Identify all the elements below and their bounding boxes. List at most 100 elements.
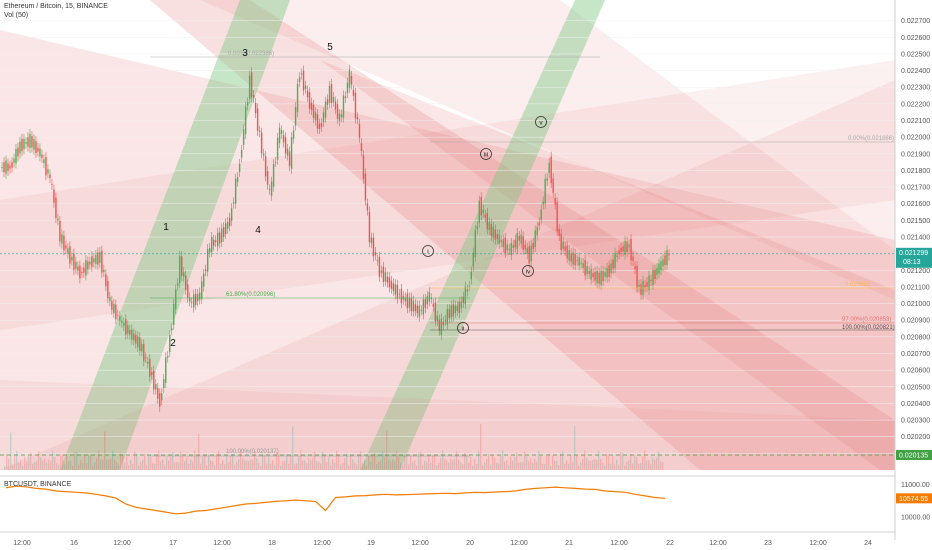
- candle-body: [634, 266, 636, 270]
- volume-bar: [548, 453, 550, 470]
- candle-body: [300, 73, 303, 75]
- volume-bar: [164, 464, 166, 470]
- volume-bar: [448, 462, 450, 470]
- candle-body: [520, 234, 522, 244]
- candle-body: [658, 263, 660, 274]
- volume-bar: [384, 457, 386, 470]
- time-tick-label: 24: [864, 540, 872, 547]
- volume-bar: [82, 463, 84, 470]
- btc-subpane-title[interactable]: BTCUSDT, BINANCE: [4, 481, 72, 488]
- volume-bar: [402, 465, 404, 470]
- volume-bar: [202, 456, 204, 470]
- volume-bar: [500, 455, 502, 470]
- volume-bar: [218, 451, 220, 470]
- volume-bar: [240, 450, 242, 470]
- volume-bar: [646, 460, 648, 470]
- volume-bar: [556, 460, 558, 470]
- candle-body: [3, 162, 5, 173]
- volume-bar: [538, 450, 540, 470]
- candle-body: [7, 163, 9, 171]
- volume-bar: [244, 460, 246, 470]
- time-tick-label: 12:00: [809, 540, 827, 547]
- volume-bar: [642, 456, 644, 470]
- volume-bar: [362, 462, 364, 470]
- candle-body: [390, 280, 393, 289]
- volume-bar: [466, 454, 468, 470]
- volume-bar: [584, 450, 586, 470]
- volume-bar: [44, 458, 46, 470]
- volume-indicator-label[interactable]: Vol (50): [4, 12, 29, 19]
- candle-body: [660, 261, 662, 271]
- volume-bar: [386, 430, 388, 470]
- volume-bar: [168, 460, 170, 470]
- volume-bar: [504, 461, 506, 470]
- candle-body: [454, 305, 457, 314]
- time-tick-label: 23: [764, 540, 772, 547]
- volume-bar: [170, 456, 172, 470]
- symbol-title[interactable]: Ethereum / Bitcoin, 15, BINANCE: [4, 3, 108, 10]
- candle-body: [602, 271, 604, 282]
- time-tick-label: 19: [367, 540, 375, 547]
- volume-bar: [648, 460, 650, 470]
- zone-8: [0, 380, 895, 470]
- candle-body: [554, 197, 556, 205]
- candle-body: [230, 208, 233, 221]
- volume-bar: [502, 450, 504, 470]
- candle-body: [304, 85, 307, 89]
- volume-bar: [126, 456, 128, 470]
- candle-body: [11, 162, 13, 168]
- volume-bar: [602, 462, 604, 470]
- wave-label: v: [539, 120, 543, 127]
- candle-body: [173, 303, 175, 325]
- volume-bar: [498, 463, 500, 470]
- volume-bar: [272, 460, 274, 470]
- fib-label: 100.00%(0.020821): [842, 325, 895, 331]
- time-tick-label: 12:00: [610, 540, 628, 547]
- btc-current-badge: [896, 493, 932, 504]
- candle-body: [159, 393, 161, 407]
- volume-bar: [508, 465, 510, 470]
- candle-body: [101, 250, 103, 273]
- volume-bar: [510, 456, 512, 470]
- volume-bar: [306, 463, 308, 470]
- candle-body: [480, 197, 482, 216]
- price-tick-label: 0.021700: [901, 185, 930, 192]
- candle-body: [572, 252, 574, 265]
- volume-bar: [60, 455, 62, 470]
- volume-bar: [262, 454, 264, 470]
- candle-body: [568, 250, 570, 261]
- volume-bar: [388, 459, 390, 470]
- candle-body: [13, 158, 15, 163]
- candle-body: [167, 356, 169, 358]
- wave-label: 4: [255, 225, 261, 236]
- candle-body: [404, 297, 407, 302]
- volume-bar: [414, 460, 416, 470]
- wave-label: i: [427, 249, 428, 256]
- volume-bar: [90, 454, 92, 470]
- candle-body: [334, 101, 337, 110]
- volume-bar: [200, 463, 202, 470]
- price-tick-label: 0.020600: [901, 368, 930, 375]
- candle-body: [55, 197, 57, 219]
- candle-body: [340, 114, 343, 118]
- candle-body: [434, 302, 437, 322]
- candle-body: [157, 388, 159, 399]
- fib-lines: 0.00%(0.022386) 61.80%(0.020996) 100.00%(0…: [150, 51, 895, 457]
- volume-bar: [622, 452, 624, 470]
- volume-bar: [94, 462, 96, 470]
- wave-label: 3: [242, 48, 248, 59]
- volume-bar: [424, 460, 426, 470]
- volume-bar: [104, 431, 106, 470]
- volume-bar: [152, 463, 154, 470]
- candle-body: [570, 253, 572, 262]
- price-tick-label: 0.021400: [901, 235, 930, 242]
- volume-bar: [66, 454, 68, 470]
- candle-body: [358, 123, 361, 138]
- candle-body: [33, 139, 35, 150]
- volume-bar: [630, 453, 632, 470]
- volume-bar: [656, 458, 658, 470]
- wave-label: iv: [526, 269, 531, 276]
- candle-body: [540, 209, 542, 220]
- candle-body: [502, 239, 504, 248]
- volume-bar: [70, 460, 72, 470]
